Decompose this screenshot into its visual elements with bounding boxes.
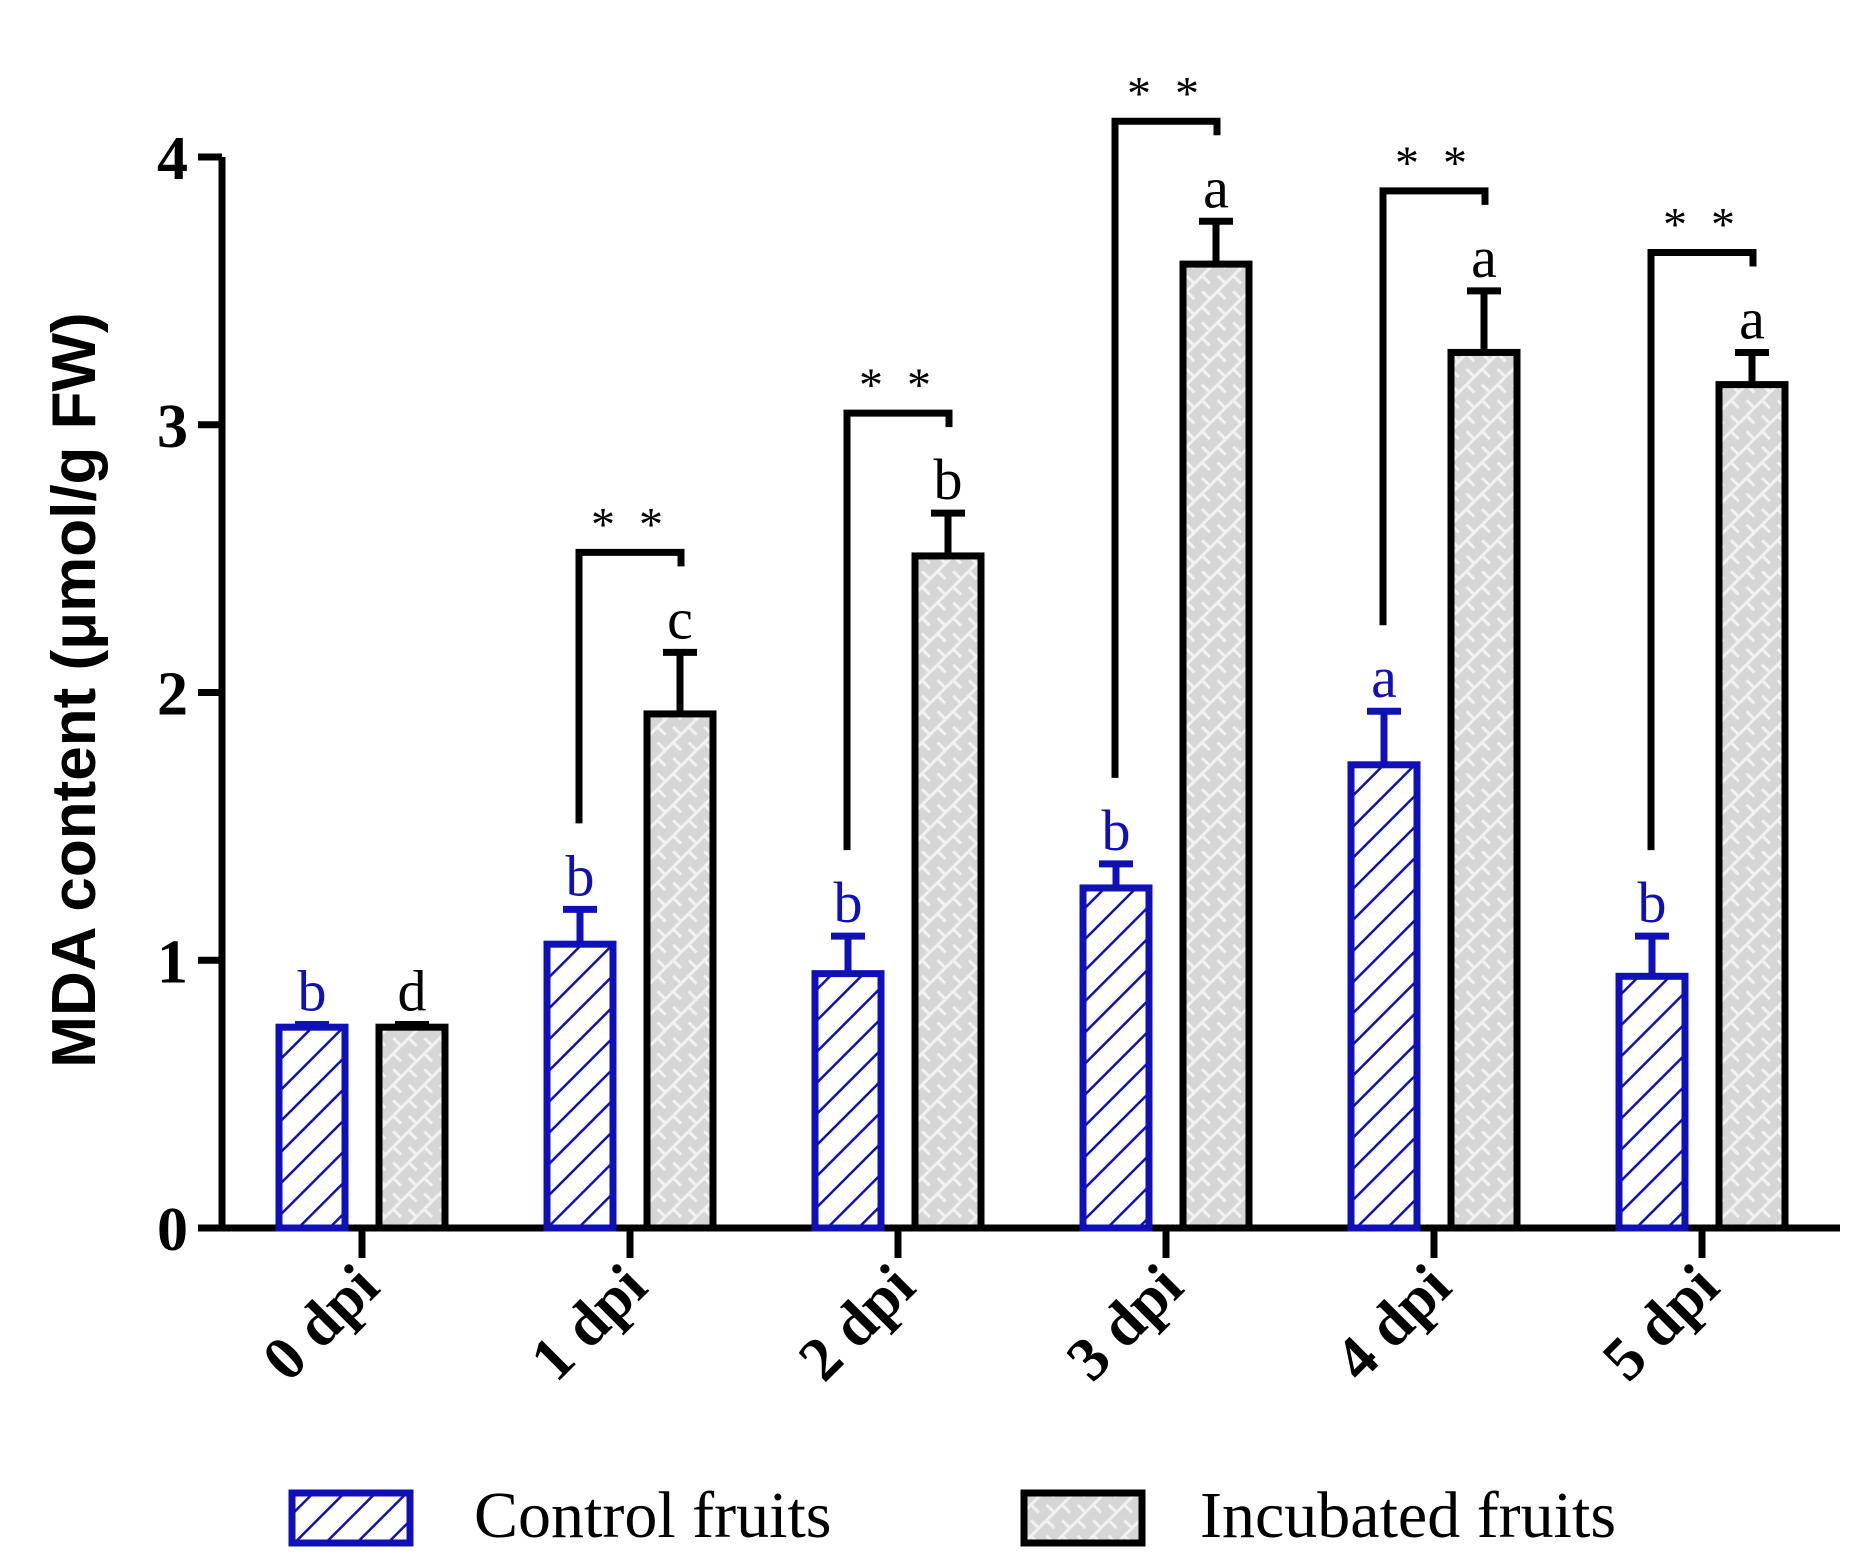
x-tick-label: 4 dpi [1322,1252,1464,1394]
y-tick-label: 4 [157,125,188,193]
significance-letter: a [1471,225,1497,290]
significance-letter: b [934,447,963,512]
x-tick-label: 5 dpi [1590,1252,1732,1394]
y-tick-label: 3 [157,393,188,461]
bar-group-incubated [1447,287,1521,1232]
x-tick-label: 3 dpi [1054,1252,1196,1394]
bar-group-control [1615,932,1689,1232]
bar-group-control [275,1021,349,1232]
legend-item-incubated: Incubated fruits [1020,1479,1616,1552]
y-axis: 0 1 2 3 4 MDA content (μmol/g FW) [40,125,226,1264]
significance-bracket [1111,117,1221,778]
significance-bracket [575,548,685,824]
bar [1347,761,1421,1232]
bar-group-control [811,932,885,1232]
bar-group-incubated [1715,348,1789,1232]
bar-group-incubated [375,1021,449,1232]
bar-group-incubated [643,648,717,1232]
legend: Control fruits Incubated fruits [288,1479,1616,1552]
legend-item-control: Control fruits [288,1479,832,1552]
bar-group-control [1079,860,1153,1232]
significance-letter: b [566,843,595,908]
significance-letter: b [1102,798,1131,863]
x-tick-label: 1 dpi [518,1252,660,1394]
bar [643,710,717,1232]
significance-stars: * * [1663,198,1741,251]
bar [1615,972,1689,1232]
annotations: b d b c * * b b * * b a * * a a * * b a * * [298,67,1765,1023]
bar [1447,348,1521,1232]
bar-group-control [1347,707,1421,1232]
bar [1715,381,1789,1232]
x-tick-label: 0 dpi [250,1252,392,1394]
bar-group-incubated [1179,217,1253,1232]
legend-swatch-control [288,1489,414,1547]
bar [275,1023,349,1232]
significance-bracket [843,409,953,851]
y-tick-label: 1 [157,928,188,996]
legend-label-control: Control fruits [474,1479,832,1552]
significance-letter: a [1371,645,1397,710]
bar-group-control [543,905,617,1232]
bar [375,1023,449,1232]
bar [1079,884,1153,1232]
significance-letter: b [1638,870,1667,935]
significance-letter: a [1739,286,1765,351]
y-tick-label: 2 [157,661,188,729]
significance-stars: * * [591,498,669,551]
bars [275,217,1789,1232]
y-tick-label: 0 [157,1196,188,1264]
bar-group-incubated [911,509,985,1232]
significance-bracket [1379,187,1489,626]
significance-letter: b [298,959,327,1024]
significance-stars: * * [1127,67,1205,120]
significance-letter: d [398,959,427,1024]
significance-stars: * * [1395,137,1473,190]
significance-stars: * * [859,359,937,412]
bar [543,940,617,1232]
y-axis-label: MDA content (μmol/g FW) [40,312,109,1067]
significance-bracket [1647,248,1757,851]
bar [911,552,985,1232]
x-tick-label: 2 dpi [786,1252,928,1394]
x-axis: 0 dpi 1 dpi 2 dpi 3 dpi 4 dpi 5 dpi [199,1224,1840,1394]
legend-swatch-incubated [1020,1489,1146,1547]
significance-letter: a [1203,155,1229,220]
significance-letter: b [834,870,863,935]
bar [1179,260,1253,1232]
significance-letter: c [667,586,693,651]
bar [811,970,885,1232]
legend-label-incubated: Incubated fruits [1200,1479,1616,1552]
